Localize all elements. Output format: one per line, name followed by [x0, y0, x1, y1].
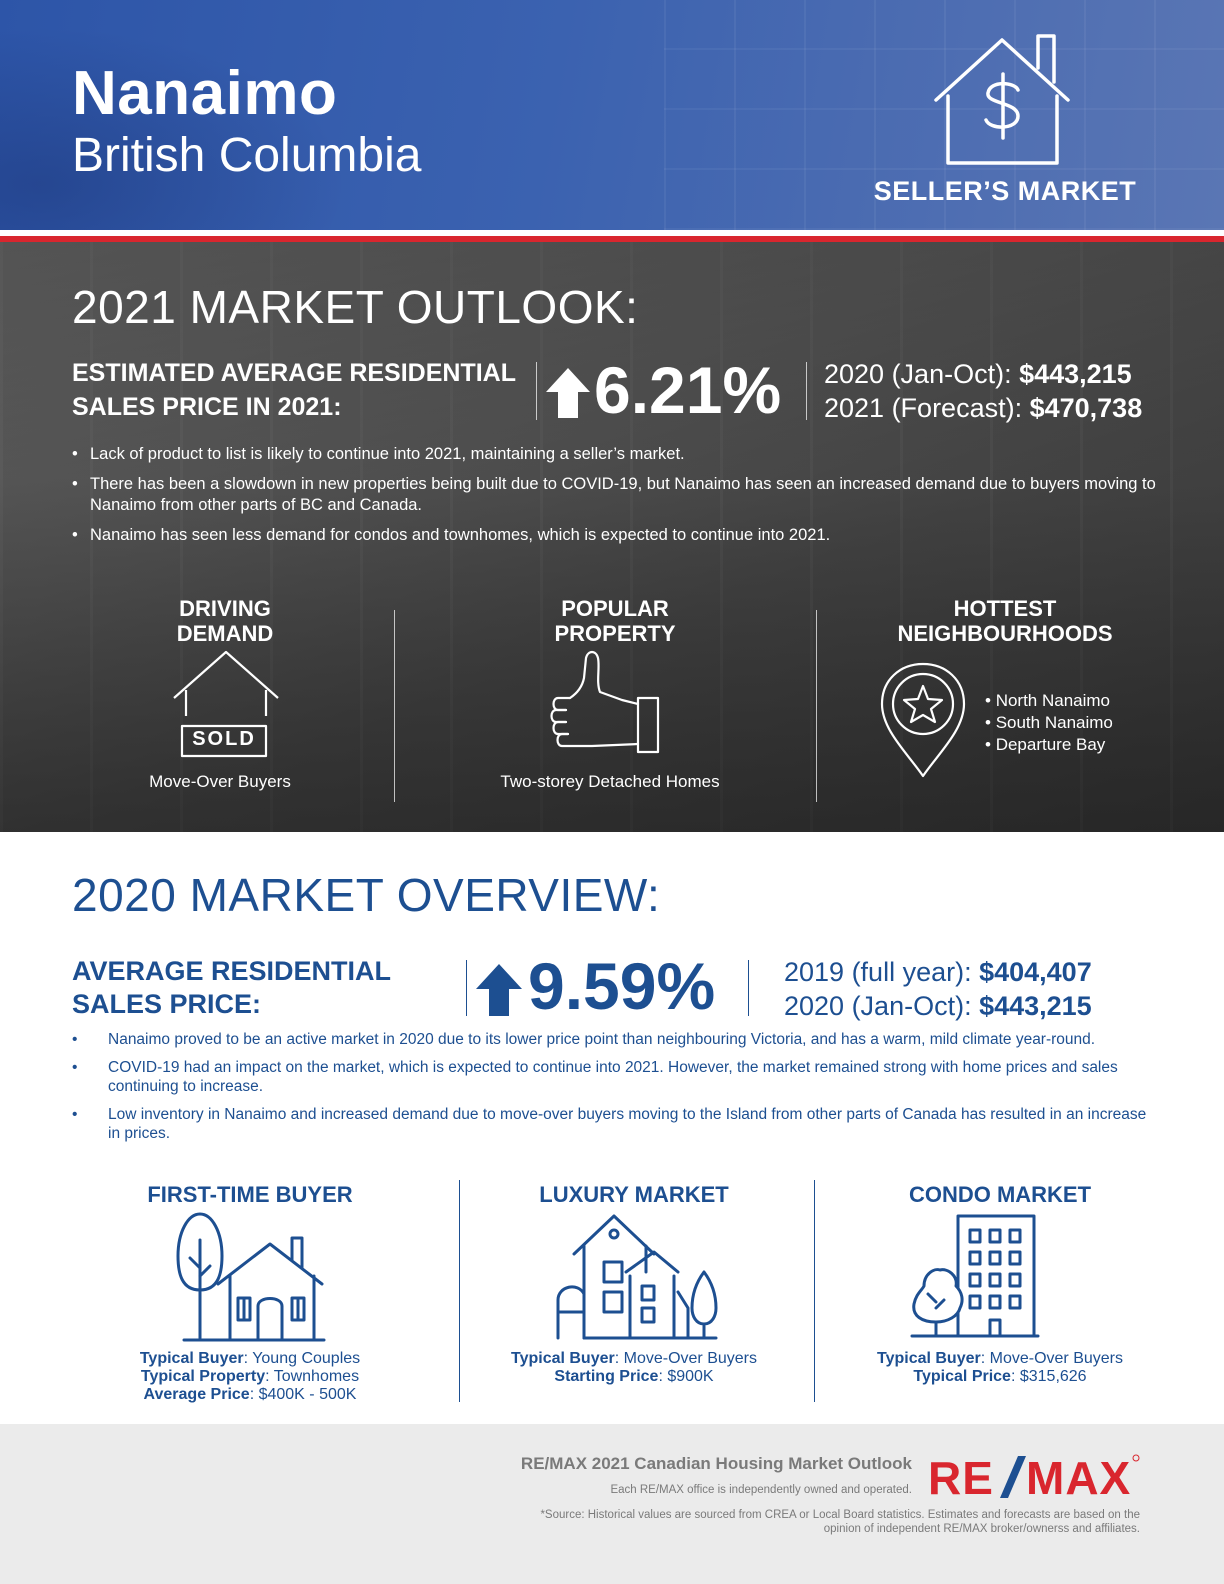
divider	[394, 610, 395, 802]
list-item: Nanaimo proved to be an active market in…	[72, 1030, 1152, 1049]
divider-stripe	[0, 230, 1224, 236]
driving-demand-caption: Move-Over Buyers	[149, 772, 291, 791]
svg-text:RE: RE	[928, 1452, 994, 1500]
list-item: Departure Bay	[985, 734, 1113, 756]
list-item: COVID-19 had an impact on the market, wh…	[72, 1058, 1152, 1096]
luxury-market-details: Typical Buyer: Move-Over Buyers Starting…	[510, 1350, 757, 1385]
building-photo	[664, 0, 1224, 230]
divider-stripe-red	[0, 236, 1224, 242]
first-time-buyer-block: FIRST-TIME BUYER	[147, 1182, 353, 1207]
list-item: There has been a slowdown in new propert…	[72, 474, 1162, 516]
divider	[806, 362, 807, 420]
list-item: Lack of product to list is likely to con…	[72, 444, 1162, 465]
list-item: North Nanaimo	[985, 690, 1113, 712]
outlook-section: 2021 MARKET OUTLOOK: ESTIMATED AVERAGE R…	[0, 242, 1224, 832]
popular-property-caption: Two-storey Detached Homes	[500, 772, 720, 791]
outlook-percent: 6.21%	[594, 353, 782, 427]
overview-bullets: Nanaimo proved to be an active market in…	[72, 1030, 1152, 1152]
luxury-house-icon	[556, 1214, 718, 1340]
city-name: Nanaimo	[72, 59, 338, 128]
outlook-title: 2021 MARKET OUTLOOK:	[72, 281, 639, 333]
first-time-buyer-details: Typical Buyer: Young Couples Typical Pro…	[139, 1350, 361, 1403]
driving-demand-block: DRIVING DEMAND	[176, 596, 274, 646]
divider	[814, 1180, 815, 1402]
up-arrow-icon	[476, 964, 522, 1016]
average-price-label: AVERAGE RESIDENTIAL SALES PRICE:	[72, 956, 392, 1019]
divider	[536, 362, 537, 420]
svg-text:MAX: MAX	[1026, 1452, 1131, 1500]
list-item: South Nanaimo	[985, 712, 1113, 734]
sold-house-icon	[173, 650, 279, 758]
thumbs-up-icon	[550, 650, 660, 754]
market-type-badge: SELLER’S MARKET	[873, 176, 1137, 206]
footer: RE/MAX 2021 Canadian Housing Market Outl…	[0, 1424, 1224, 1584]
estimated-price-label: ESTIMATED AVERAGE RESIDENTIAL SALES PRIC…	[72, 359, 517, 421]
divider	[816, 610, 817, 802]
townhome-tree-icon	[176, 1212, 326, 1342]
overview-title: 2020 MARKET OVERVIEW:	[72, 869, 661, 921]
sold-label: SOLD	[192, 728, 256, 750]
condo-market-block: CONDO MARKET	[908, 1182, 1092, 1207]
list-item: Nanaimo has seen less demand for condos …	[72, 525, 1162, 546]
luxury-market-block: LUXURY MARKET	[539, 1182, 729, 1207]
overview-compare: 2019 (full year): $404,407 2020 (Jan-Oct…	[784, 957, 1092, 1021]
divider	[459, 1180, 460, 1402]
footer-source-note: *Source: Historical values are sourced f…	[540, 1509, 1140, 1535]
footer-independent-note: Each RE/MAX office is independently owne…	[610, 1484, 912, 1496]
up-arrow-icon	[546, 368, 590, 418]
remax-logo: RE MAX	[928, 1452, 1140, 1500]
outlook-compare: 2020 (Jan-Oct): $443,215 2021 (Forecast)…	[824, 359, 1143, 423]
divider	[466, 960, 467, 1016]
house-dollar-icon	[934, 34, 1070, 165]
popular-property-block: POPULAR PROPERTY	[554, 596, 676, 646]
footer-title: RE/MAX 2021 Canadian Housing Market Outl…	[520, 1454, 912, 1473]
condo-building-tree-icon	[910, 1214, 1040, 1338]
condo-market-details: Typical Buyer: Move-Over Buyers Typical …	[876, 1350, 1123, 1385]
overview-percent: 9.59%	[528, 949, 716, 1023]
outlook-bullets: Lack of product to list is likely to con…	[72, 444, 1162, 555]
header-banner: Nanaimo British Columbia SELLER’S MARKET	[0, 0, 1224, 230]
neighbourhood-list: North Nanaimo South Nanaimo Departure Ba…	[985, 690, 1113, 756]
divider	[748, 960, 749, 1016]
list-item: Low inventory in Nanaimo and increased d…	[72, 1105, 1152, 1143]
hottest-neighbourhoods-block: HOTTEST NEIGHBOURHOODS	[897, 596, 1113, 646]
map-pin-star-icon	[880, 662, 966, 778]
province-name: British Columbia	[72, 129, 422, 182]
